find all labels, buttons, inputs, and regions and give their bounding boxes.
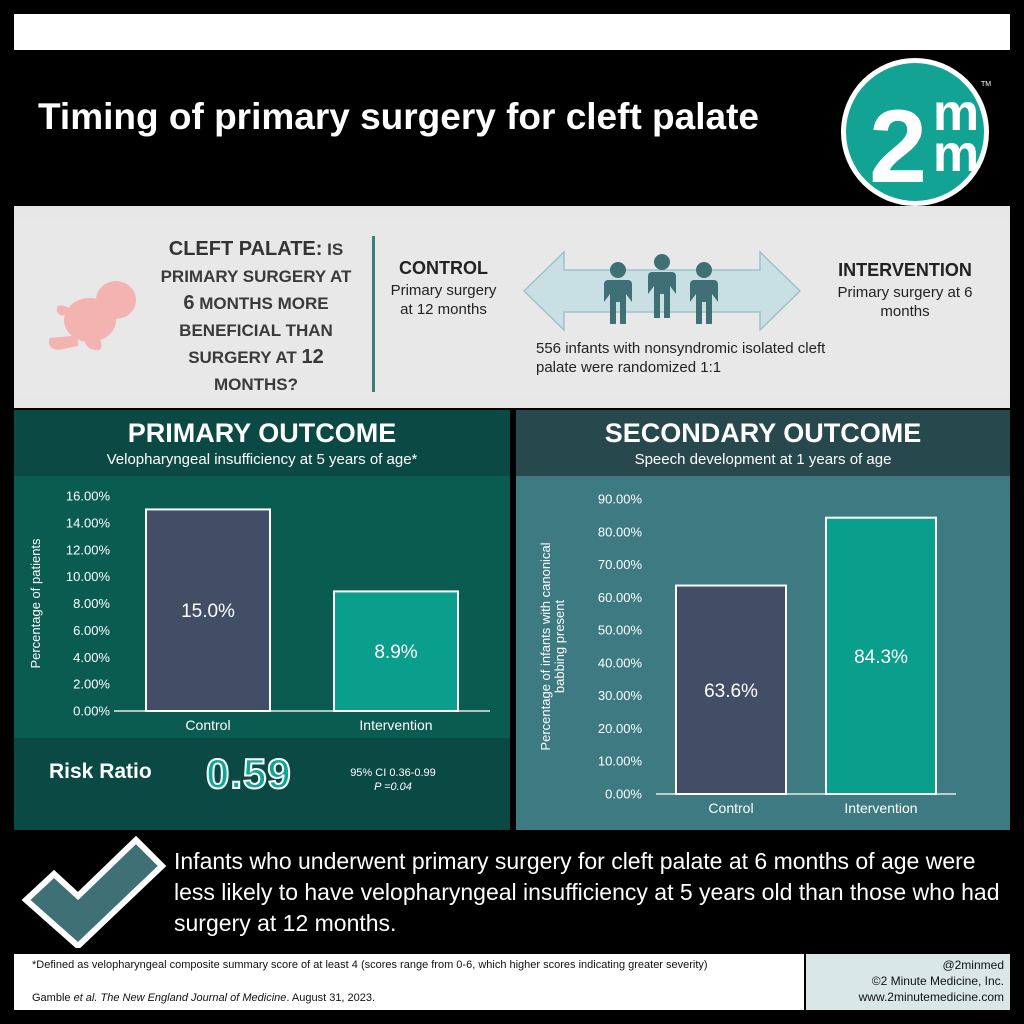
divider — [372, 236, 375, 392]
copyright: ©2 Minute Medicine, Inc. — [871, 974, 1004, 988]
logo-number: 2 — [869, 89, 927, 205]
primary-bar-control — [145, 508, 271, 712]
study-question: CLEFT PALATE: IS PRIMARY SURGERY AT 6 MO… — [160, 238, 352, 394]
primary-xtick-label: Intervention — [359, 717, 432, 733]
primary-ytick-label: 8.00% — [73, 596, 110, 611]
footnote: *Defined as velopharyngeal composite sum… — [32, 959, 708, 971]
top-strip — [14, 14, 1010, 50]
control-group: CONTROL Primary surgery at 12 months — [386, 258, 501, 319]
secondary-data-label: 84.3% — [854, 647, 908, 668]
infant-icon — [49, 281, 136, 351]
primary-data-label: 15.0% — [181, 601, 235, 622]
secondary-ytick-label: 50.00% — [598, 623, 643, 638]
footer-notes — [14, 954, 804, 1010]
conclusion-band — [0, 830, 1024, 954]
secondary-ylabel: babbing present — [552, 599, 567, 693]
primary-bar-intervention — [333, 590, 459, 712]
primary-title: PRIMARY OUTCOME — [127, 418, 397, 448]
primary-chart: 0.00% 2.00% 4.00% 6.00% 8.00% 10.00% 12.00% 14.… — [28, 489, 490, 733]
secondary-bar-control — [675, 584, 787, 795]
logo: 2 m m TM — [841, 58, 991, 206]
secondary-ytick-label: 70.00% — [598, 557, 643, 572]
secondary-ytick-label: 90.00% — [598, 492, 643, 507]
secondary-ytick-label: 80.00% — [598, 524, 643, 539]
primary-ytick-label: 0.00% — [73, 704, 110, 719]
checkmark-icon — [21, 836, 166, 948]
randomization-text: 556 infants with nonsyndromic isolated c… — [536, 340, 826, 376]
control-desc: Primary surgery at 12 months — [390, 282, 497, 318]
secondary-xtick-label: Intervention — [844, 800, 917, 816]
secondary-bar-intervention — [825, 516, 937, 796]
intervention-group: INTERVENTION Primary surgery at 6 months — [820, 260, 990, 321]
secondary-ytick-label: 10.00% — [598, 754, 643, 769]
secondary-ylabel: Percentage of infants with canonical — [538, 542, 553, 750]
primary-ytick-label: 16.00% — [66, 489, 111, 504]
primary-xtick-label: Control — [185, 717, 230, 733]
risk-ratio-ci: 95% CI 0.36-0.99 P =0.04 — [338, 766, 448, 794]
citation: Gamble et al. The New England Journal of… — [32, 992, 376, 1004]
website-link: www.2minutemedicine.com — [858, 990, 1004, 1004]
secondary-ytick-label: 20.00% — [598, 721, 643, 736]
people-icon — [604, 254, 718, 324]
primary-subtitle: Velopharyngeal insufficiency at 5 years … — [106, 451, 418, 468]
logo-m-bottom: m — [933, 125, 979, 183]
primary-ytick-label: 14.00% — [66, 515, 111, 530]
twitter-handle: @2minmed — [942, 958, 1004, 972]
secondary-ytick-label: 40.00% — [598, 655, 643, 670]
question-panel — [14, 206, 1010, 408]
primary-ytick-label: 10.00% — [66, 569, 111, 584]
risk-ratio-value: 0.59 — [205, 749, 292, 798]
logo-m-top: m — [933, 84, 979, 142]
secondary-ytick-label: 60.00% — [598, 590, 643, 605]
primary-ytick-label: 12.00% — [66, 542, 111, 557]
secondary-title: SECONDARY OUTCOME — [604, 418, 922, 448]
intervention-desc: Primary surgery at 6 months — [837, 284, 973, 320]
secondary-ytick-label: 30.00% — [598, 688, 643, 703]
secondary-chart: 0.00% 10.00% 20.00% 30.00% 40.00% 50.00% 60.00… — [538, 492, 956, 816]
secondary-data-label: 63.6% — [704, 681, 758, 702]
credits: @2minmed ©2 Minute Medicine, Inc. www.2m… — [806, 957, 1004, 1005]
primary-ytick-label: 2.00% — [73, 677, 110, 692]
primary-ytick-label: 6.00% — [73, 623, 110, 638]
primary-ylabel: Percentage of patients — [28, 538, 43, 669]
p-value: P =0.04 — [374, 781, 412, 793]
logo-tm: TM — [981, 81, 991, 88]
risk-ratio-label: Risk Ratio — [49, 760, 152, 783]
randomization-arrow — [522, 250, 802, 332]
secondary-subtitle: Speech development at 1 years of age — [634, 451, 892, 468]
confidence-interval: 95% CI 0.36-0.99 — [350, 767, 436, 779]
page-title: Timing of primary surgery for cleft pala… — [38, 96, 759, 137]
secondary-xtick-label: Control — [708, 800, 753, 816]
intervention-title: INTERVENTION — [838, 260, 972, 280]
footer-credits — [806, 954, 1010, 1010]
conclusion-text: Infants who underwent primary surgery fo… — [174, 848, 1000, 936]
control-title: CONTROL — [399, 258, 488, 278]
secondary-ytick-label: 0.00% — [605, 787, 642, 802]
primary-data-label: 8.9% — [374, 642, 417, 663]
primary-ytick-label: 4.00% — [73, 650, 110, 665]
